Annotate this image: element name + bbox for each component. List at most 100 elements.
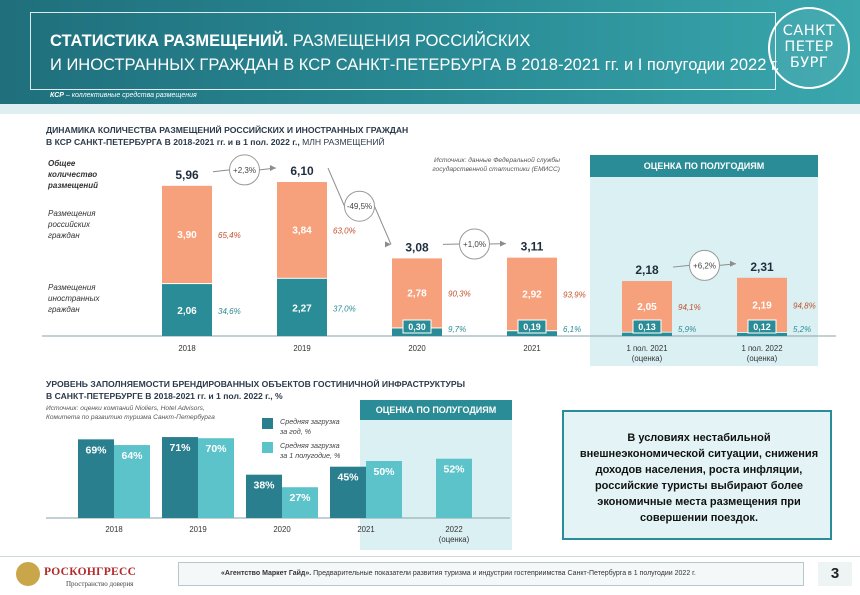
foreign-value-label-4: 0,13 <box>638 322 656 332</box>
bar-year-0 <box>78 439 114 518</box>
bar-year-3 <box>330 466 366 518</box>
foreign-share-label-3: 6,1% <box>563 325 581 334</box>
chart2-category-label-4-1: (оценка) <box>439 535 470 544</box>
change-arrow-in-3 <box>672 264 690 268</box>
bar-foreign-4 <box>622 332 672 336</box>
bar-foreign-5 <box>737 332 787 336</box>
half-value-label-1: 70% <box>205 443 227 455</box>
spb-logo: САНКТ ПЕТЕР БУРГ <box>768 7 850 89</box>
header-subbar <box>0 104 860 114</box>
russian-value-label-1: 3,84 <box>292 225 312 236</box>
chart1-half-year-header: ОЦЕНКА ПО ПОЛУГОДИЯМ <box>590 155 818 177</box>
header-banner <box>0 0 860 104</box>
foreign-value-label-3: 0,19 <box>523 322 541 332</box>
bar-foreign-3 <box>507 331 557 336</box>
foreign-label-box-3 <box>517 319 547 334</box>
change-label-1: -49,5% <box>347 202 372 211</box>
bar-half-0 <box>114 445 150 518</box>
category-label-5-0: 1 пол. 2022 <box>741 344 782 353</box>
change-arrow-in-1 <box>327 167 345 207</box>
chart2-category-label-2-0: 2020 <box>273 525 291 534</box>
total-label-5: 2,31 <box>750 260 774 274</box>
foreign-share-label-0: 34,6% <box>218 307 241 316</box>
russian-share-label-2: 90,3% <box>448 289 471 298</box>
bar-year-2 <box>246 474 282 518</box>
total-label-0: 5,96 <box>175 168 199 182</box>
footer-divider <box>0 556 860 557</box>
foreign-value-label-2: 0,30 <box>408 322 426 332</box>
russian-value-label-4: 2,05 <box>637 302 657 313</box>
russian-share-label-0: 65,4% <box>218 231 241 240</box>
change-arrow-in-0 <box>212 169 230 173</box>
change-circle-2 <box>459 228 490 260</box>
change-arrowhead-1 <box>385 241 391 248</box>
bar-russian-2 <box>392 258 442 328</box>
chart1-source: Источник: данные Федеральной службы госу… <box>432 157 560 173</box>
year-value-label-2: 38% <box>253 480 275 492</box>
change-arrow-out-1 <box>374 206 392 245</box>
footer-tagline: Пространство доверия <box>66 580 134 588</box>
foreign-label-box-4 <box>632 319 662 334</box>
logo-line-2: ПЕТЕР <box>784 39 834 55</box>
category-label-3-0: 2021 <box>523 344 540 353</box>
legend-year-label: Средняя загрузка за год, % <box>280 417 340 436</box>
year-value-label-3: 45% <box>337 472 359 484</box>
legend-year-swatch <box>262 418 273 429</box>
category-label-1-0: 2019 <box>293 344 310 353</box>
russian-share-label-3: 93,9% <box>563 290 586 299</box>
total-label-1: 6,10 <box>290 164 314 178</box>
bar-half-4 <box>436 458 472 518</box>
abbreviation-note: КСР – коллективные средства размещения <box>50 92 197 99</box>
change-arrowhead-0 <box>270 165 276 172</box>
foreign-value-label-0: 2,06 <box>177 306 197 317</box>
bar-year-1 <box>162 437 198 518</box>
logo-line-3: БУРГ <box>789 55 829 71</box>
change-label-2: +1,0% <box>463 240 486 249</box>
bar-russian-0 <box>162 185 212 284</box>
legend-half-label: Средняя загрузка за 1 полугодие, % <box>280 441 341 460</box>
change-label-0: +2,3% <box>233 166 256 175</box>
change-arrowhead-3 <box>730 260 736 267</box>
bar-half-3 <box>366 461 402 518</box>
chart2-category-label-4-0: 2022 <box>445 525 462 534</box>
change-circle-1 <box>344 190 375 222</box>
half-value-label-4: 52% <box>443 464 465 476</box>
callout-box: В условиях нестабильной внешнеэкономичес… <box>562 410 832 540</box>
page-title-line1: СТАТИСТИКА РАЗМЕЩЕНИЙ. РАЗМЕЩЕНИЯ РОССИЙ… <box>50 32 531 50</box>
foreign-share-label-4: 5,9% <box>678 325 696 334</box>
footer-source: «Агентство Маркет Гайд». Предварительные… <box>178 562 804 586</box>
foreign-value-label-1: 2,27 <box>292 303 312 314</box>
bar-russian-1 <box>277 182 327 278</box>
foreign-share-label-5: 5,2% <box>793 325 811 334</box>
category-label-2-0: 2020 <box>408 344 426 353</box>
half-value-label-2: 27% <box>289 492 311 504</box>
foreign-share-label-1: 37,0% <box>333 304 356 313</box>
category-label-0-0: 2018 <box>178 344 195 353</box>
chart2-category-label-1-0: 2019 <box>189 525 206 534</box>
logo-line-1: САНКТ <box>782 23 836 39</box>
foreign-label-box-5 <box>747 319 777 334</box>
russian-share-label-1: 63,0% <box>333 226 356 235</box>
page-number: 3 <box>818 562 852 586</box>
russian-value-label-3: 2,92 <box>522 289 542 300</box>
chart2-category-label-0-0: 2018 <box>105 525 122 534</box>
foreign-label-box-2 <box>402 319 432 334</box>
bar-half-1 <box>198 438 234 518</box>
change-circle-3 <box>689 249 720 281</box>
total-label-2: 3,08 <box>405 240 429 254</box>
half-value-label-0: 64% <box>121 450 143 462</box>
bar-foreign-1 <box>277 278 327 336</box>
callout-text: В условиях нестабильной внешнеэкономичес… <box>579 432 819 524</box>
category-label-5-1: (оценка) <box>747 354 778 363</box>
legend-half-swatch <box>262 442 273 453</box>
russian-value-label-0: 3,90 <box>177 230 197 241</box>
bar-foreign-0 <box>162 284 212 336</box>
bar-russian-3 <box>507 257 557 331</box>
category-label-4-1: (оценка) <box>632 354 663 363</box>
year-value-label-1: 71% <box>169 442 191 454</box>
page-title-line2: И ИНОСТРАННЫХ ГРАЖДАН В КСР САНКТ-ПЕТЕРБ… <box>50 56 780 74</box>
chart1-title: ДИНАМИКА КОЛИЧЕСТВА РАЗМЕЩЕНИЙ РОССИЙСКИ… <box>46 125 409 147</box>
label-russian: Размещения российских граждан <box>48 209 96 240</box>
